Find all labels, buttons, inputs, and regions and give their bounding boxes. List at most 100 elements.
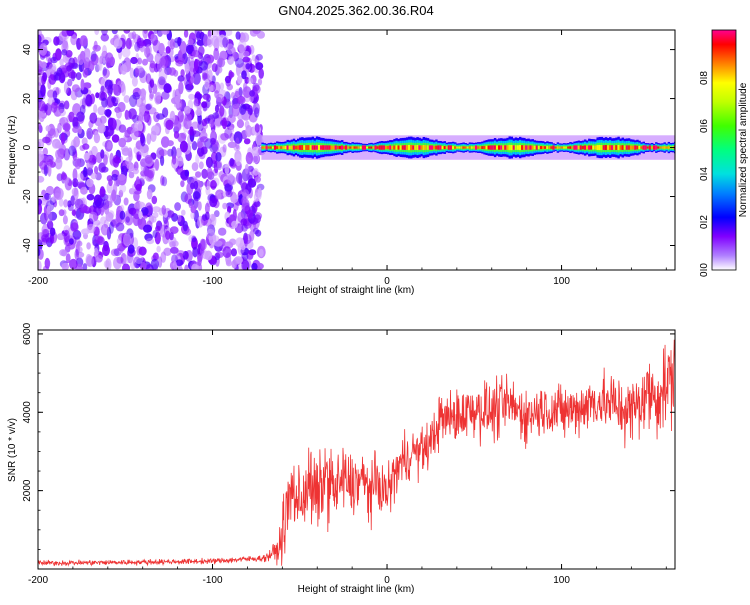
spectrogram-noise-cell (204, 250, 213, 261)
spectrogram-noise-cell (50, 101, 58, 113)
spectrogram-peak-cell (611, 145, 615, 150)
spectrogram-noise-cell (155, 225, 161, 232)
spectrogram-noise-cell (134, 253, 144, 265)
spectrogram-noise-cell (211, 63, 218, 73)
spectrogram-signal-cell (338, 145, 342, 150)
spectrogram-signal-cell (650, 146, 654, 149)
spectrogram-noise-cell (70, 69, 76, 82)
spectrogram-noise-cell (252, 168, 259, 176)
spectrogram-noise-cell (171, 155, 177, 165)
spectrogram-noise-cell (45, 209, 53, 223)
spectrogram-signal-cell (646, 146, 650, 149)
spectrogram-noise-cell (90, 172, 98, 180)
spectrogram-signal-cell (550, 146, 553, 149)
spectrogram-peak-cell (299, 145, 303, 150)
spectrogram-noise-cell (190, 57, 195, 69)
spectrogram-noise-cell (79, 35, 88, 47)
spectrogram-noise-cell (207, 30, 212, 38)
spectrogram-noise-cell (219, 105, 225, 117)
spectrogram-noise-cell (62, 215, 68, 225)
spectrogram-noise-cell (241, 70, 247, 80)
spectrogram-noise-cell (91, 145, 98, 157)
spectrogram-signal-cell (271, 146, 275, 149)
spectrogram-noise-cell (177, 75, 185, 82)
spectrogram-noise-cell (158, 42, 165, 55)
spectrogram-signal-cell (305, 145, 308, 150)
spectrogram-noise-cell (154, 92, 162, 105)
spectrogram-noise-cell (190, 205, 197, 214)
spectrogram-signal-cell (537, 145, 541, 150)
spectrogram-noise-cell (83, 166, 88, 178)
spectrogram-noise-cell (38, 138, 45, 151)
snr-x-tick-label: -200 (28, 575, 48, 586)
spectrogram-peak-cell (642, 145, 647, 150)
spectrogram-peak-cell (431, 145, 435, 150)
spectrogram-noise-cell (144, 169, 153, 178)
spectrogram-noise-cell (56, 233, 65, 241)
spectrogram-noise-cell (195, 171, 202, 178)
spectrogram-noise-cell (175, 147, 182, 159)
spectrogram-signal-cell (514, 145, 518, 150)
spectrogram-noise-cell (116, 256, 124, 264)
spectrogram-noise-cell (195, 153, 200, 165)
spectrogram-signal-cell (487, 145, 490, 150)
spectrogram-noise-cell (103, 260, 110, 268)
spectrogram-noise-cell (68, 145, 77, 157)
spectrogram-noise-cell (97, 106, 106, 116)
spectrogram-noise-cell (124, 109, 129, 120)
spectrogram-noise-cell (177, 36, 182, 47)
spectrogram-noise-cell (102, 244, 110, 256)
spectrogram-noise-cell (106, 141, 112, 150)
spectrogram-noise-cell (145, 73, 152, 85)
spectrogram-noise-cell (157, 256, 163, 268)
colorbar-label: Normalized spectral amplitude (738, 82, 749, 217)
spectrogram-noise-cell (192, 190, 201, 200)
spectrogram-signal-cell (617, 144, 620, 151)
spectrogram-noise-cell (254, 176, 261, 183)
spectrogram-signal-cell (397, 145, 400, 150)
spectrogram-noise-cell (138, 210, 143, 220)
spectrogram-noise-cell (194, 58, 199, 71)
spectrogram-noise-cell (77, 53, 85, 66)
spectrogram-noise-cell (80, 186, 88, 195)
spectrogram-noise-cell (222, 202, 228, 210)
spectrogram-noise-cell (99, 186, 106, 198)
spectrogram-peak-cell (292, 145, 297, 150)
spectrogram-noise-cell (225, 259, 232, 267)
spectrogram-noise-cell (86, 193, 95, 201)
spectrogram-signal-cell (349, 146, 352, 149)
spectrogram-noise-cell (92, 44, 101, 52)
spectrogram-noise-cell (227, 114, 236, 124)
spectrogram-noise-cell (46, 205, 51, 215)
spectrogram-noise-cell (105, 258, 112, 270)
spectrogram-noise-cell (165, 119, 174, 130)
spectrogram-noise-cell (213, 118, 223, 128)
spectrogram-noise-cell (68, 57, 76, 69)
spectrogram-noise-cell (111, 134, 120, 143)
spectrogram-peak-cell (648, 145, 653, 150)
spectrogram-noise-cell (156, 147, 165, 160)
snr-x-axis-label: Height of straight line (km) (298, 584, 415, 595)
spectrogram-peak-cell (437, 145, 442, 150)
spectrogram-noise-cell (201, 72, 208, 81)
spectrogram-signal-cell (296, 145, 300, 150)
spectrogram-noise-cell (255, 229, 262, 237)
spectrogram-signal-cell (351, 146, 354, 149)
spectrogram-noise-cell (39, 61, 47, 68)
spectrogram-noise-cell (224, 75, 232, 84)
snr-series-line (38, 339, 675, 567)
spectrogram-noise-cell (181, 209, 186, 216)
spectrogram-signal-cell (288, 145, 292, 150)
spectrogram-noise-cell (68, 238, 74, 245)
spectrogram-noise-cell (233, 131, 243, 144)
spectrogram-noise-cell (134, 261, 141, 268)
spectrogram-noise-cell (38, 90, 44, 103)
spectrogram-noise-cell (125, 216, 130, 223)
spectrogram-noise-cell (38, 198, 43, 206)
spectrogram-signal-cell (544, 146, 547, 149)
spectrogram-signal-cell (384, 146, 388, 150)
spectrogram-noise-cell (187, 99, 194, 111)
spectrogram-signal-cell (657, 146, 660, 149)
spectrogram-signal-cell (441, 146, 444, 149)
